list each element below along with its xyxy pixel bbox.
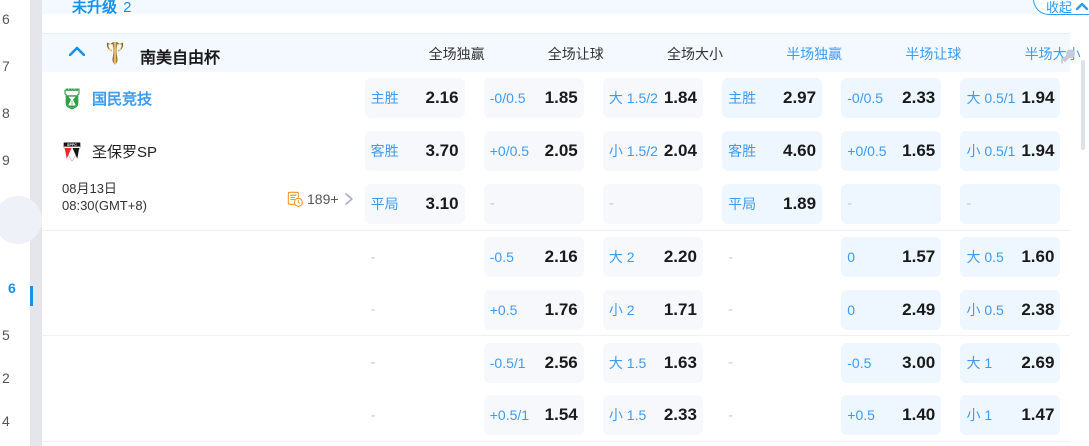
svg-text:SPFC: SPFC (67, 142, 77, 146)
